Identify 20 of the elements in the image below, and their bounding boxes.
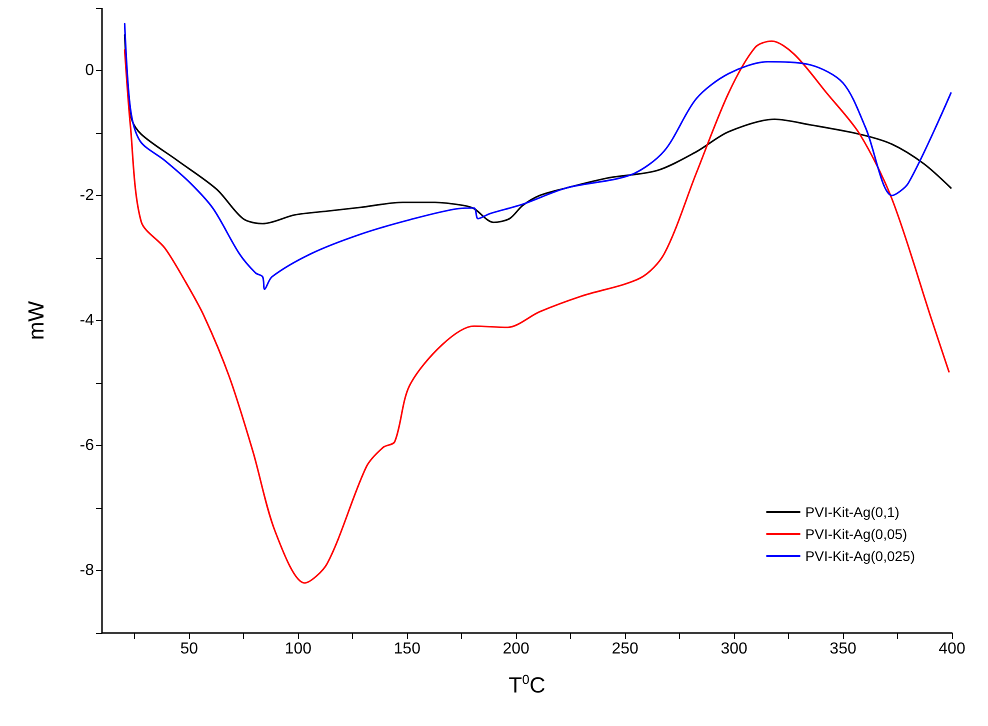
x-tick-label: 400 [938, 640, 966, 658]
y-tick-label: -8 [80, 562, 94, 579]
legend-label: PVI-Kit-Ag(0,1) [805, 504, 900, 520]
x-tick-label: 300 [720, 640, 748, 658]
x-tick-label: 50 [180, 640, 198, 658]
legend-label: PVI-Kit-Ag(0,05) [805, 526, 908, 542]
x-tick-label: 200 [502, 640, 530, 658]
line-series [124, 40, 950, 584]
legend-label: PVI-Kit-Ag(0,025) [805, 548, 916, 564]
y-tick-label: -6 [80, 437, 94, 454]
line-series [124, 34, 952, 224]
line-series [124, 22, 952, 290]
x-tick-label: 100 [284, 640, 312, 658]
x-tick-label: 250 [612, 640, 639, 658]
x-tick-label: 150 [394, 640, 421, 658]
y-tick-label: -2 [80, 187, 94, 204]
y-tick-label: -4 [80, 312, 94, 329]
x-tick-label: 350 [830, 640, 856, 658]
y-tick-label: 0 [85, 62, 94, 79]
y-axis-title: mW [24, 300, 48, 340]
